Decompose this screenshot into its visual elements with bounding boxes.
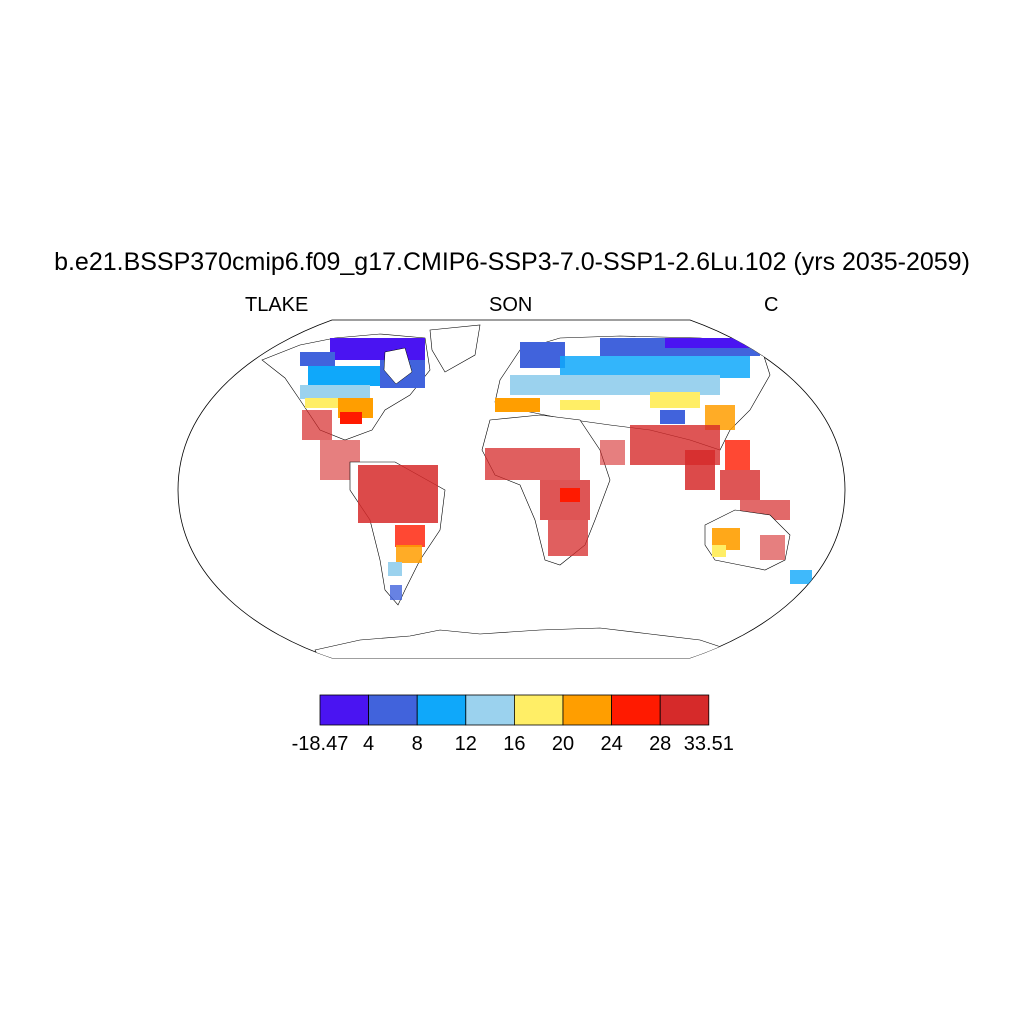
colorbar xyxy=(319,694,710,726)
colorbar-tick-label: 33.51 xyxy=(683,733,734,755)
south-america-region xyxy=(349,461,446,606)
africa-region xyxy=(481,414,611,566)
greenland xyxy=(429,324,481,373)
colorbar-swatch xyxy=(416,694,467,726)
colorbar-tick-label: 16 xyxy=(503,733,526,755)
colorbar-swatch xyxy=(611,694,661,726)
antarctica xyxy=(314,627,731,658)
plot-title: b.e21.BSSP370cmip6.f09_g17.CMIP6-SSP3-7.… xyxy=(54,248,970,276)
season-label: SON xyxy=(489,294,533,316)
colorbar-tick-label: 20 xyxy=(551,733,575,755)
colorbar-swatch xyxy=(514,694,564,726)
colorbar-tick-label: 28 xyxy=(649,733,672,755)
australia-region xyxy=(704,509,812,584)
colorbar-tick-label: 8 xyxy=(411,733,423,755)
eurasia-region xyxy=(494,335,771,470)
variable-label: TLAKE xyxy=(245,294,309,316)
colorbar-swatch xyxy=(659,694,710,726)
south-asia-region xyxy=(600,440,790,520)
colorbar-tick-label: 12 xyxy=(454,733,477,755)
colorbar-tick-label: -18.47 xyxy=(291,733,349,755)
colorbar-swatch xyxy=(319,694,369,726)
colorbar-swatch xyxy=(465,694,515,726)
colorbar-tick-label: 4 xyxy=(363,733,375,755)
colorbar-swatch xyxy=(562,694,612,726)
units-label: C xyxy=(764,294,779,316)
colorbar-swatch xyxy=(368,694,418,726)
colorbar-tick-label: 24 xyxy=(600,733,623,755)
north-america-region xyxy=(261,333,431,480)
